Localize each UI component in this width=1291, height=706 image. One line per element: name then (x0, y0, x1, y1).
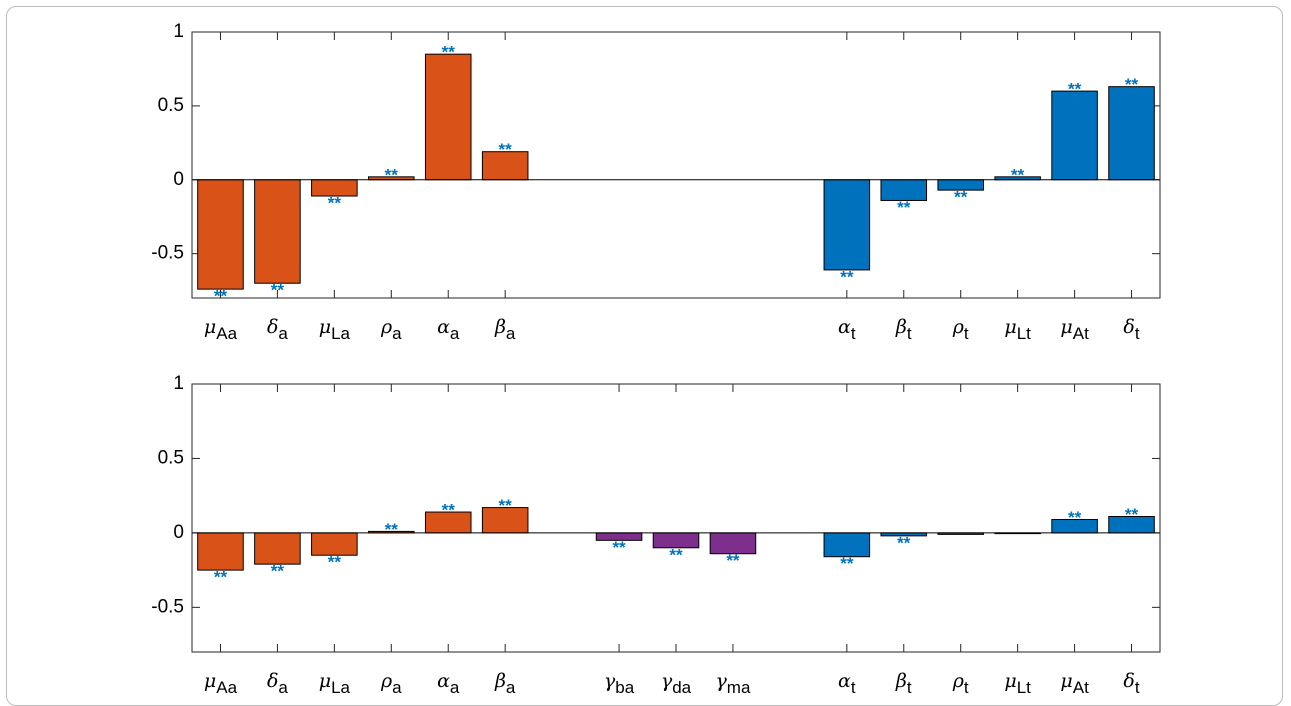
x-tick-label: μLa (319, 670, 351, 697)
x-tick-label: ρt (952, 670, 969, 697)
y-tick-label: 1 (173, 21, 184, 42)
significance-marker: ** (897, 198, 911, 217)
y-tick-label: -0.5 (151, 243, 184, 264)
bar (481, 507, 529, 534)
x-tick-label: μLa (319, 316, 351, 343)
x-tick-label: γba (604, 670, 635, 697)
bar (254, 532, 301, 565)
significance-marker: ** (1125, 505, 1139, 524)
significance-marker: ** (1125, 75, 1139, 94)
x-tick-label: αt (838, 316, 856, 343)
y-tick-label: 0.5 (158, 95, 184, 116)
significance-marker: ** (442, 501, 456, 520)
bar (823, 179, 871, 271)
y-tick-label: 0 (173, 522, 184, 543)
y-tick-label: 0 (173, 169, 184, 190)
bar (823, 532, 871, 558)
significance-marker: ** (840, 267, 854, 286)
significance-marker: ** (442, 43, 456, 62)
x-tick-label: βt (895, 316, 912, 343)
x-tick-label: ρa (380, 670, 402, 697)
significance-marker: ** (499, 496, 513, 515)
bar (197, 532, 244, 571)
x-tick-label: αa (437, 670, 460, 697)
axes-box (191, 383, 1161, 653)
x-tick-label: μAa (204, 670, 238, 697)
axes-box (191, 31, 1161, 299)
x-tick-label: μLt (1004, 316, 1031, 343)
significance-marker: ** (214, 287, 228, 306)
x-tick-label: γma (715, 670, 751, 697)
x-tick-label: μAt (1060, 670, 1089, 697)
significance-marker: ** (669, 545, 683, 564)
significance-marker: ** (1068, 80, 1082, 99)
significance-marker: ** (1068, 508, 1082, 527)
bar (197, 179, 244, 290)
x-tick-label: δt (1123, 316, 1139, 343)
significance-marker: ** (328, 194, 342, 213)
x-tick-label: αt (838, 670, 856, 697)
significance-marker: ** (954, 188, 968, 207)
bar (424, 53, 472, 181)
significance-marker: ** (1011, 165, 1025, 184)
significance-marker: ** (726, 551, 740, 570)
x-tick-label: βa (494, 316, 516, 343)
bar (254, 179, 301, 284)
x-tick-label: αa (437, 316, 460, 343)
x-tick-label: μLt (1004, 670, 1031, 697)
significance-marker: ** (271, 562, 285, 581)
x-tick-label: δa (267, 316, 288, 343)
x-tick-label: μAt (1060, 316, 1089, 343)
significance-marker: ** (897, 533, 911, 552)
y-tick-label: 1 (173, 373, 184, 394)
significance-marker: ** (385, 520, 399, 539)
x-tick-label: βa (494, 670, 516, 697)
significance-marker: ** (271, 281, 285, 300)
x-tick-label: ρt (952, 316, 969, 343)
x-tick-label: μAa (204, 316, 238, 343)
significance-marker: ** (840, 554, 854, 573)
x-tick-label: ρa (380, 316, 402, 343)
x-tick-label: δt (1123, 670, 1139, 697)
x-tick-label: γda (661, 670, 692, 697)
significance-marker: ** (612, 538, 626, 557)
y-tick-label: 0.5 (158, 447, 184, 468)
significance-marker: ** (385, 165, 399, 184)
significance-marker: ** (328, 553, 342, 572)
x-tick-label: δa (267, 670, 288, 697)
x-tick-label: βt (895, 670, 912, 697)
y-tick-label: -0.5 (151, 596, 184, 617)
bar (1108, 86, 1155, 181)
bar (1051, 90, 1098, 181)
significance-marker: ** (214, 568, 228, 587)
significance-marker: ** (499, 140, 513, 159)
